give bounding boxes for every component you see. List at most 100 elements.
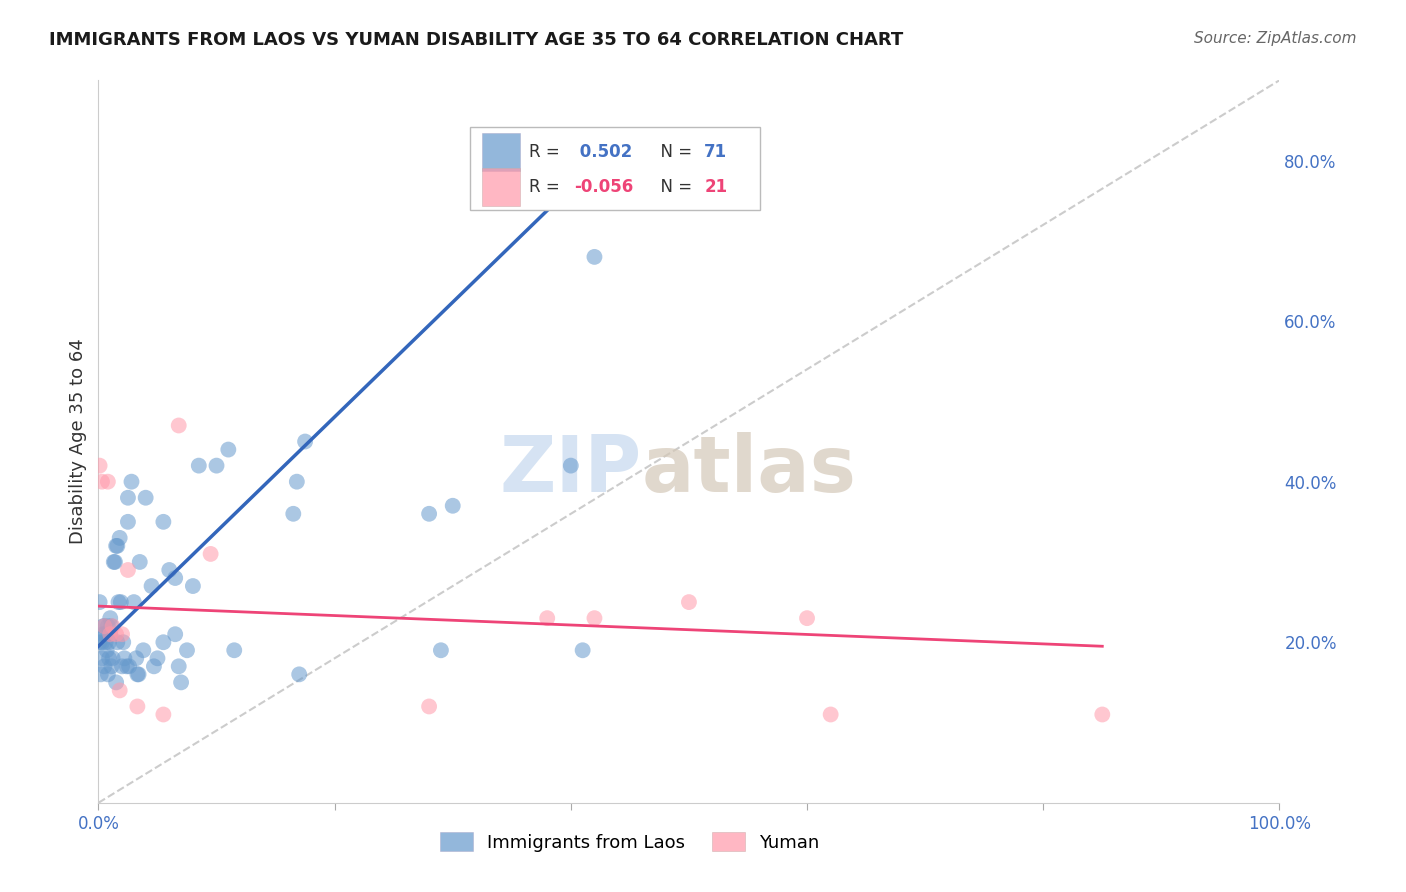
Text: 71: 71 xyxy=(704,144,727,161)
FancyBboxPatch shape xyxy=(482,169,520,206)
Point xyxy=(93,659,115,673)
Point xyxy=(101,619,124,633)
Text: 21: 21 xyxy=(704,178,727,196)
Text: R =: R = xyxy=(530,144,565,161)
Point xyxy=(152,515,174,529)
Point xyxy=(157,563,180,577)
Point xyxy=(97,667,120,681)
Point xyxy=(1091,707,1114,722)
Point xyxy=(288,667,311,681)
Point xyxy=(93,619,115,633)
Point xyxy=(536,611,558,625)
Point xyxy=(165,571,187,585)
Point xyxy=(94,627,117,641)
Point xyxy=(105,539,128,553)
Point xyxy=(224,643,246,657)
Point xyxy=(121,475,143,489)
Point xyxy=(94,635,117,649)
Point xyxy=(152,707,174,722)
Text: N =: N = xyxy=(650,178,697,196)
Point xyxy=(111,627,134,641)
Legend: Immigrants from Laos, Yuman: Immigrants from Laos, Yuman xyxy=(433,825,827,859)
Point xyxy=(165,627,187,641)
Point xyxy=(118,659,141,673)
Point xyxy=(101,651,124,665)
Point xyxy=(141,579,163,593)
Text: 0.502: 0.502 xyxy=(575,144,633,161)
Point xyxy=(91,627,114,641)
Point xyxy=(105,635,128,649)
Point xyxy=(127,667,149,681)
Point xyxy=(430,643,453,657)
Point xyxy=(93,619,115,633)
Point xyxy=(100,619,122,633)
Point xyxy=(90,667,112,681)
Point xyxy=(91,651,114,665)
Point xyxy=(115,659,138,673)
Point xyxy=(89,595,111,609)
Point xyxy=(112,651,135,665)
Point xyxy=(100,659,122,673)
Point xyxy=(96,643,118,657)
Point xyxy=(105,627,128,641)
Text: R =: R = xyxy=(530,178,565,196)
Point xyxy=(89,635,111,649)
Point xyxy=(125,651,148,665)
Point xyxy=(583,611,606,625)
Point xyxy=(91,475,114,489)
Text: IMMIGRANTS FROM LAOS VS YUMAN DISABILITY AGE 35 TO 64 CORRELATION CHART: IMMIGRANTS FROM LAOS VS YUMAN DISABILITY… xyxy=(49,31,904,49)
Point xyxy=(167,659,190,673)
Point xyxy=(122,595,145,609)
Point xyxy=(97,475,120,489)
Point xyxy=(294,434,316,449)
Point xyxy=(108,531,131,545)
Point xyxy=(560,458,582,473)
Point xyxy=(167,418,190,433)
Point xyxy=(441,499,464,513)
Point xyxy=(583,250,606,264)
Point xyxy=(571,643,593,657)
Point xyxy=(105,675,128,690)
Point xyxy=(89,458,111,473)
Point xyxy=(820,707,842,722)
Point xyxy=(142,659,165,673)
Point xyxy=(132,643,155,657)
Text: Source: ZipAtlas.com: Source: ZipAtlas.com xyxy=(1194,31,1357,46)
Point xyxy=(200,547,222,561)
Point xyxy=(170,675,193,690)
Point xyxy=(98,627,121,641)
Point xyxy=(217,442,239,457)
Point xyxy=(104,555,127,569)
Text: N =: N = xyxy=(650,144,697,161)
Point xyxy=(103,555,125,569)
Point xyxy=(98,651,121,665)
Point xyxy=(128,555,150,569)
Point xyxy=(91,619,114,633)
Point xyxy=(117,515,139,529)
Point xyxy=(98,611,121,625)
Point xyxy=(91,635,114,649)
Point xyxy=(98,635,121,649)
Point xyxy=(285,475,308,489)
Point xyxy=(796,611,818,625)
Point xyxy=(128,667,150,681)
Point xyxy=(105,539,128,553)
Point xyxy=(107,595,129,609)
Point xyxy=(146,651,169,665)
FancyBboxPatch shape xyxy=(482,134,520,171)
Point xyxy=(117,491,139,505)
Point xyxy=(110,595,132,609)
Point xyxy=(98,627,121,641)
Point xyxy=(127,699,149,714)
Point xyxy=(108,683,131,698)
Y-axis label: Disability Age 35 to 64: Disability Age 35 to 64 xyxy=(69,339,87,544)
Text: -0.056: -0.056 xyxy=(575,178,634,196)
Point xyxy=(418,699,440,714)
Point xyxy=(97,619,120,633)
Point xyxy=(135,491,157,505)
Point xyxy=(176,643,198,657)
Point xyxy=(152,635,174,649)
Point xyxy=(187,458,209,473)
Text: atlas: atlas xyxy=(641,433,856,508)
Point xyxy=(112,635,135,649)
